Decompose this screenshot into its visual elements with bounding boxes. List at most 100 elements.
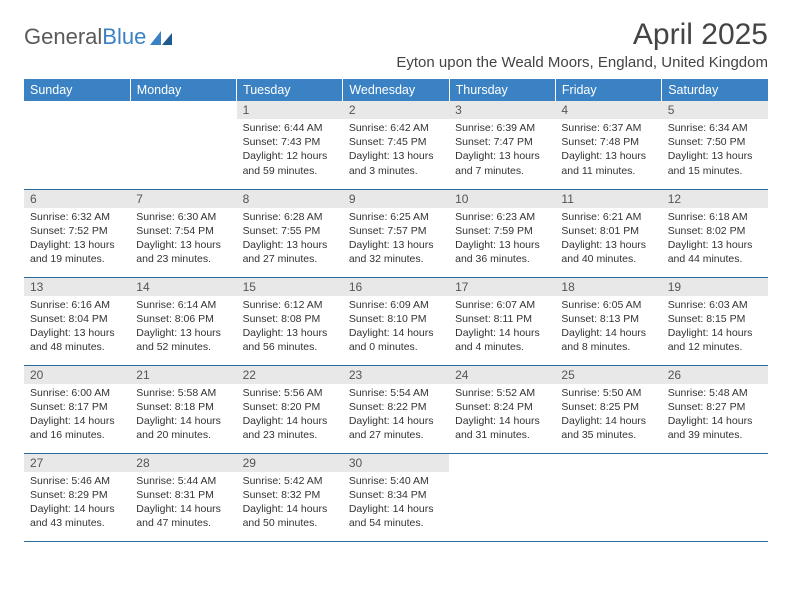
day-number: 28 [130, 454, 236, 472]
day-line: Sunset: 7:57 PM [349, 224, 443, 238]
day-details: Sunrise: 5:58 AMSunset: 8:18 PMDaylight:… [130, 384, 236, 447]
day-details: Sunrise: 6:16 AMSunset: 8:04 PMDaylight:… [24, 296, 130, 359]
calendar-day-cell: 21Sunrise: 5:58 AMSunset: 8:18 PMDayligh… [130, 365, 236, 453]
day-line: Sunset: 8:18 PM [136, 400, 230, 414]
day-line: Sunrise: 5:58 AM [136, 386, 230, 400]
day-line: Sunset: 7:47 PM [455, 135, 549, 149]
day-line: and 16 minutes. [30, 428, 124, 442]
day-line: Sunrise: 6:12 AM [243, 298, 337, 312]
weekday-header: Monday [130, 79, 236, 101]
day-line: and 23 minutes. [243, 428, 337, 442]
day-details: Sunrise: 5:44 AMSunset: 8:31 PMDaylight:… [130, 472, 236, 535]
day-line: Sunset: 8:20 PM [243, 400, 337, 414]
day-line: Daylight: 13 hours [136, 238, 230, 252]
day-line: and 11 minutes. [561, 164, 655, 178]
day-line: Daylight: 14 hours [136, 502, 230, 516]
day-number: 25 [555, 366, 661, 384]
day-line: Daylight: 13 hours [349, 238, 443, 252]
calendar-day-cell: 11Sunrise: 6:21 AMSunset: 8:01 PMDayligh… [555, 189, 661, 277]
day-number: 12 [662, 190, 768, 208]
day-line: and 40 minutes. [561, 252, 655, 266]
day-details: Sunrise: 5:46 AMSunset: 8:29 PMDaylight:… [24, 472, 130, 535]
day-line: Daylight: 13 hours [561, 238, 655, 252]
weekday-header: Tuesday [237, 79, 343, 101]
calendar-day-cell: 18Sunrise: 6:05 AMSunset: 8:13 PMDayligh… [555, 277, 661, 365]
day-line: Daylight: 13 hours [30, 238, 124, 252]
calendar-empty-cell [555, 453, 661, 541]
day-line: and 31 minutes. [455, 428, 549, 442]
weekday-header: Sunday [24, 79, 130, 101]
day-line: Sunset: 8:32 PM [243, 488, 337, 502]
day-line: Sunrise: 5:44 AM [136, 474, 230, 488]
day-details: Sunrise: 6:12 AMSunset: 8:08 PMDaylight:… [237, 296, 343, 359]
day-line: Daylight: 13 hours [30, 326, 124, 340]
day-number: 22 [237, 366, 343, 384]
day-details: Sunrise: 6:39 AMSunset: 7:47 PMDaylight:… [449, 119, 555, 182]
day-line: and 43 minutes. [30, 516, 124, 530]
logo-text: GeneralBlue [24, 24, 146, 50]
calendar-day-cell: 3Sunrise: 6:39 AMSunset: 7:47 PMDaylight… [449, 101, 555, 189]
day-line: Sunset: 8:10 PM [349, 312, 443, 326]
day-number: 5 [662, 101, 768, 119]
day-line: and 44 minutes. [668, 252, 762, 266]
day-line: Sunset: 8:13 PM [561, 312, 655, 326]
day-details: Sunrise: 5:48 AMSunset: 8:27 PMDaylight:… [662, 384, 768, 447]
day-line: Daylight: 14 hours [349, 326, 443, 340]
day-details: Sunrise: 6:03 AMSunset: 8:15 PMDaylight:… [662, 296, 768, 359]
day-details: Sunrise: 5:56 AMSunset: 8:20 PMDaylight:… [237, 384, 343, 447]
day-details: Sunrise: 6:44 AMSunset: 7:43 PMDaylight:… [237, 119, 343, 182]
day-number: 10 [449, 190, 555, 208]
day-details: Sunrise: 5:40 AMSunset: 8:34 PMDaylight:… [343, 472, 449, 535]
day-line: Daylight: 14 hours [243, 502, 337, 516]
day-number: 11 [555, 190, 661, 208]
day-number: 27 [24, 454, 130, 472]
calendar-day-cell: 12Sunrise: 6:18 AMSunset: 8:02 PMDayligh… [662, 189, 768, 277]
calendar-body: 1Sunrise: 6:44 AMSunset: 7:43 PMDaylight… [24, 101, 768, 541]
day-line: Daylight: 13 hours [243, 326, 337, 340]
day-line: and 50 minutes. [243, 516, 337, 530]
day-line: Sunset: 7:59 PM [455, 224, 549, 238]
weekday-header: Thursday [449, 79, 555, 101]
day-details: Sunrise: 6:30 AMSunset: 7:54 PMDaylight:… [130, 208, 236, 271]
calendar-day-cell: 14Sunrise: 6:14 AMSunset: 8:06 PMDayligh… [130, 277, 236, 365]
calendar-empty-cell [24, 101, 130, 189]
day-details: Sunrise: 6:05 AMSunset: 8:13 PMDaylight:… [555, 296, 661, 359]
day-line: Sunrise: 6:44 AM [243, 121, 337, 135]
calendar-empty-cell [449, 453, 555, 541]
day-line: Sunset: 8:29 PM [30, 488, 124, 502]
calendar-week-row: 20Sunrise: 6:00 AMSunset: 8:17 PMDayligh… [24, 365, 768, 453]
day-line: Sunset: 8:15 PM [668, 312, 762, 326]
calendar-day-cell: 20Sunrise: 6:00 AMSunset: 8:17 PMDayligh… [24, 365, 130, 453]
day-line: Sunset: 8:11 PM [455, 312, 549, 326]
day-line: Sunrise: 6:05 AM [561, 298, 655, 312]
day-line: Sunrise: 5:46 AM [30, 474, 124, 488]
day-number: 4 [555, 101, 661, 119]
day-line: Sunrise: 6:03 AM [668, 298, 762, 312]
day-line: Sunrise: 6:30 AM [136, 210, 230, 224]
day-number: 20 [24, 366, 130, 384]
day-line: Sunrise: 6:42 AM [349, 121, 443, 135]
logo-part1: General [24, 24, 102, 49]
calendar-day-cell: 30Sunrise: 5:40 AMSunset: 8:34 PMDayligh… [343, 453, 449, 541]
day-line: Daylight: 14 hours [561, 326, 655, 340]
day-line: and 39 minutes. [668, 428, 762, 442]
calendar-day-cell: 23Sunrise: 5:54 AMSunset: 8:22 PMDayligh… [343, 365, 449, 453]
day-line: and 35 minutes. [561, 428, 655, 442]
day-line: Daylight: 14 hours [561, 414, 655, 428]
day-number: 7 [130, 190, 236, 208]
day-line: Sunset: 8:31 PM [136, 488, 230, 502]
day-line: and 3 minutes. [349, 164, 443, 178]
day-line: Sunrise: 6:21 AM [561, 210, 655, 224]
calendar-day-cell: 25Sunrise: 5:50 AMSunset: 8:25 PMDayligh… [555, 365, 661, 453]
calendar-week-row: 13Sunrise: 6:16 AMSunset: 8:04 PMDayligh… [24, 277, 768, 365]
day-details: Sunrise: 6:07 AMSunset: 8:11 PMDaylight:… [449, 296, 555, 359]
day-number: 13 [24, 278, 130, 296]
day-line: Daylight: 13 hours [668, 238, 762, 252]
calendar-day-cell: 13Sunrise: 6:16 AMSunset: 8:04 PMDayligh… [24, 277, 130, 365]
day-line: Sunrise: 6:14 AM [136, 298, 230, 312]
day-line: and 52 minutes. [136, 340, 230, 354]
day-line: and 54 minutes. [349, 516, 443, 530]
day-line: Sunrise: 6:32 AM [30, 210, 124, 224]
day-details: Sunrise: 5:42 AMSunset: 8:32 PMDaylight:… [237, 472, 343, 535]
header: GeneralBlue April 2025 Eyton upon the We… [24, 18, 768, 71]
